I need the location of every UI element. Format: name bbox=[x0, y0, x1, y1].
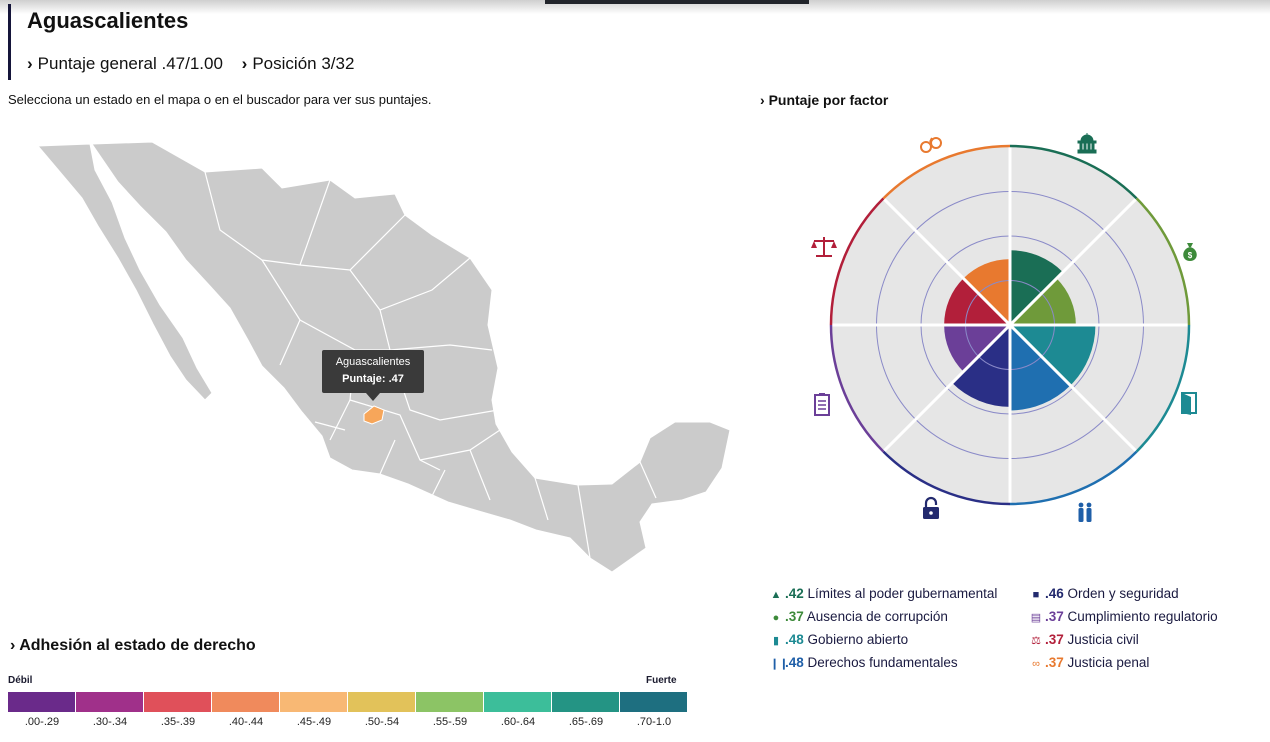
scale-swatch bbox=[348, 692, 416, 712]
legend-item-civil: ⚖ .37 Justicia civil bbox=[1031, 632, 1139, 647]
instruction-text: Selecciona un estado en el mapa o en el … bbox=[8, 92, 432, 107]
factor-wedge-padlock[interactable] bbox=[952, 325, 1010, 407]
grid-spoke bbox=[883, 198, 1012, 327]
legend-item-penal: ∞ .37 Justicia penal bbox=[1030, 655, 1149, 670]
tooltip-state: Aguascalientes bbox=[335, 356, 411, 368]
factor-wedge-scales[interactable] bbox=[944, 278, 1010, 325]
map-tooltip: Aguascalientes Puntaje: .47 bbox=[322, 350, 424, 401]
scale-swatch bbox=[552, 692, 620, 712]
clipboard-icon: ▤ bbox=[1030, 612, 1042, 624]
adhesion-color-scale bbox=[8, 692, 688, 712]
svg-text:$: $ bbox=[1188, 251, 1193, 260]
grid-spoke bbox=[1008, 323, 1137, 452]
capitol-icon: ▲ bbox=[770, 589, 782, 601]
chevron-right-icon: › bbox=[27, 54, 33, 73]
chevron-right-icon: › bbox=[241, 54, 248, 73]
handcuffs-icon: ∞ bbox=[1032, 658, 1040, 670]
state-title: Aguascalientes bbox=[27, 8, 189, 33]
chevron-right-icon: › bbox=[10, 637, 20, 654]
overall-score: Puntaje general .47/1.00 bbox=[37, 54, 223, 73]
scale-strong-label: Fuerte bbox=[646, 675, 677, 686]
handcuffs-icon bbox=[920, 137, 942, 153]
score-line: › Puntaje general .47/1.00 › Posición 3/32 bbox=[27, 54, 368, 74]
grid-spoke bbox=[1008, 198, 1137, 327]
scale-range-label: .35-.39 bbox=[160, 716, 196, 728]
top-search-bar[interactable] bbox=[545, 0, 809, 4]
scale-swatch bbox=[280, 692, 348, 712]
money-bag-icon: ● bbox=[772, 612, 780, 624]
scale-range-label: .40-.44 bbox=[228, 716, 264, 728]
scale-range-label: .70-1.0 bbox=[636, 716, 672, 728]
factor-wedge-door[interactable] bbox=[1010, 325, 1096, 386]
scales-icon: ⚖ bbox=[1031, 635, 1041, 647]
state-header: Aguascalientes › Puntaje general .47/1.00… bbox=[8, 4, 354, 80]
state-aguascalientes[interactable] bbox=[363, 405, 385, 425]
scale-range-label: .55-.59 bbox=[432, 716, 468, 728]
scale-swatch bbox=[484, 692, 552, 712]
scale-swatch bbox=[76, 692, 144, 712]
legend-item-derechos: ❙❙.48 Derechos fundamentales bbox=[770, 655, 958, 670]
scale-swatch bbox=[416, 692, 484, 712]
adhesion-heading: › Adhesión al estado de derecho bbox=[10, 637, 256, 654]
scales-icon bbox=[811, 237, 837, 257]
scale-swatch bbox=[212, 692, 280, 712]
tooltip-score: Puntaje: .47 bbox=[342, 373, 404, 385]
factor-wedge-capitol[interactable] bbox=[1010, 250, 1063, 325]
legend-item-limites: ▲ .42 Límites al poder gubernamental bbox=[770, 586, 998, 601]
door-icon: ▮ bbox=[772, 635, 780, 647]
capitol-icon bbox=[1077, 133, 1097, 154]
door-icon bbox=[1181, 392, 1197, 415]
legend-item-orden: ■ .46 Orden y seguridad bbox=[1030, 586, 1179, 601]
factor-wedge-clipboard[interactable] bbox=[944, 325, 1010, 372]
state-baja-california[interactable] bbox=[36, 143, 213, 401]
scale-range-label: .65-.69 bbox=[568, 716, 604, 728]
legend-item-cumplimiento: ▤ .37 Cumplimiento regulatorio bbox=[1030, 609, 1218, 624]
top-shade bbox=[0, 0, 1270, 14]
rank-position: Posición 3/32 bbox=[252, 54, 355, 73]
factor-rim-arc bbox=[1135, 324, 1191, 453]
factor-wedge-people[interactable] bbox=[1010, 325, 1071, 411]
padlock-icon: ■ bbox=[1032, 589, 1040, 601]
adhesion-scale-labels: .00-.29 .30-.34 .35-.39 .40-.44 .45-.49 .50-.… bbox=[8, 716, 688, 728]
factor-rim-arc bbox=[882, 450, 1011, 506]
scale-swatch bbox=[620, 692, 688, 712]
people-icon bbox=[1078, 502, 1092, 522]
chevron-right-icon: › bbox=[760, 92, 769, 108]
scale-range-label: .45-.49 bbox=[296, 716, 332, 728]
scale-range-label: .30-.34 bbox=[92, 716, 128, 728]
legend-item-corrupcion: ● .37 Ausencia de corrupción bbox=[770, 609, 948, 624]
scale-range-label: .00-.29 bbox=[24, 716, 60, 728]
factor-wedge-handcuffs[interactable] bbox=[963, 259, 1010, 325]
factor-heading: › Puntaje por factor bbox=[760, 92, 889, 108]
factor-rim-arc bbox=[1009, 450, 1138, 506]
scale-swatch bbox=[144, 692, 212, 712]
scale-weak-label: Débil bbox=[8, 675, 33, 686]
clipboard-icon bbox=[814, 393, 830, 416]
legend-item-gobierno: ▮ .48 Gobierno abierto bbox=[770, 632, 908, 647]
factor-rim-arc bbox=[1135, 197, 1191, 326]
scale-range-label: .50-.54 bbox=[364, 716, 400, 728]
padlock-icon bbox=[923, 496, 939, 519]
money-bag-icon: $ bbox=[1183, 243, 1197, 261]
grid-spoke bbox=[883, 323, 1012, 452]
scale-range-label: .60-.64 bbox=[500, 716, 536, 728]
factor-rim-arc bbox=[829, 197, 885, 326]
factor-rim-arc bbox=[1009, 144, 1138, 200]
factor-rim-arc bbox=[882, 144, 1011, 200]
factor-wedge-money-bag[interactable] bbox=[1010, 278, 1076, 325]
factor-rim-arc bbox=[829, 324, 885, 453]
scale-swatch bbox=[8, 692, 76, 712]
factor-radial-chart: $ bbox=[811, 133, 1197, 522]
people-icon: ❙❙ bbox=[770, 658, 789, 670]
